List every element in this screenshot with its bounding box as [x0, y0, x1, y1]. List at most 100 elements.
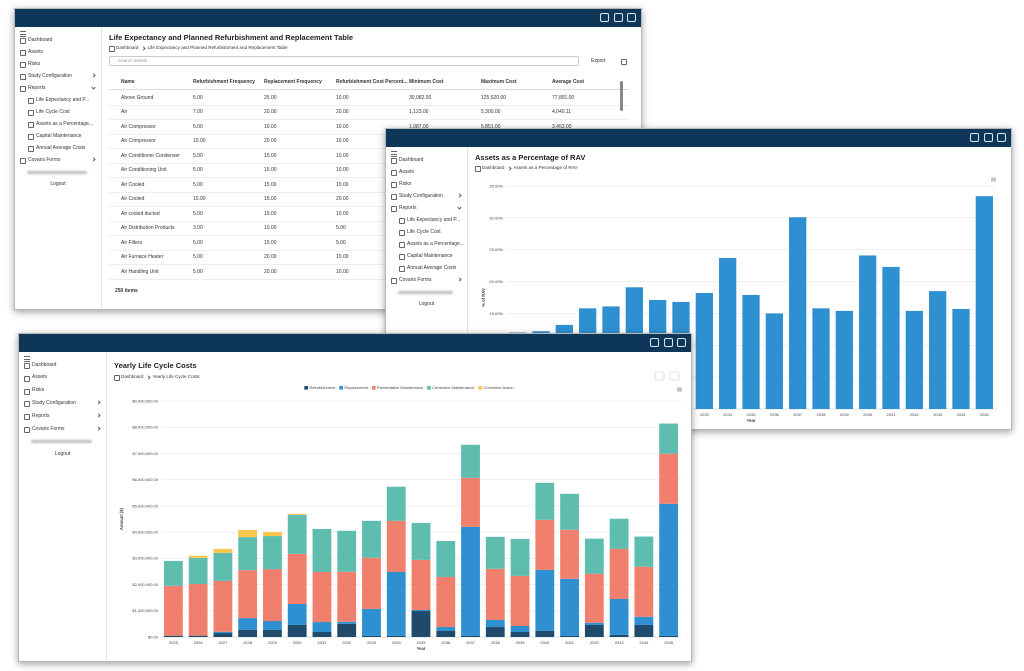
nav-sub-item[interactable]: Annual Average Costs [36, 144, 86, 151]
top-bar-button[interactable] [600, 13, 609, 22]
breadcrumb[interactable]: Assets as a Percentage of RAV [513, 164, 578, 170]
top-bar-button[interactable] [650, 338, 659, 347]
top-bar-button[interactable] [627, 13, 636, 22]
bar-segment [535, 519, 555, 570]
table-cell: 10.00 [193, 138, 206, 144]
export-button[interactable]: Export [591, 57, 606, 64]
table-cell: 5.00 [193, 239, 203, 246]
column-header[interactable]: Minimum Cost [409, 79, 444, 85]
search-box[interactable]: Search assets [109, 56, 579, 66]
table-row [109, 192, 629, 207]
bar [812, 308, 830, 409]
column-header[interactable]: Refurbishment Cost Percent... [336, 79, 408, 85]
table-footer: 250 items [115, 288, 138, 294]
column-header[interactable]: Refurbishment Frequency [193, 79, 255, 85]
bar-segment [609, 634, 629, 637]
bar [789, 217, 807, 409]
menu-toggle[interactable] [24, 356, 30, 362]
logout[interactable]: Logout [418, 300, 435, 307]
menu-toggle[interactable] [20, 31, 26, 37]
table-cell: 10.00 [336, 254, 349, 260]
top-bar-button[interactable] [984, 133, 993, 142]
table-cell: Air Filters [121, 239, 143, 246]
nav-icon [24, 363, 30, 369]
nav-chevron [91, 73, 96, 78]
bar-segment [659, 423, 679, 454]
x-tick-label: 2040 [540, 640, 550, 645]
breadcrumb[interactable]: Life Expectancy and Planned Refurbishmen… [147, 44, 288, 50]
breadcrumb[interactable]: Dashboard [482, 164, 505, 170]
nav-icon [28, 122, 34, 128]
nav-sub-item[interactable]: Life Cycle Cost [36, 108, 70, 115]
column-header[interactable]: Maximum Cost [481, 79, 517, 85]
nav-sub-item[interactable]: Annual Average Costs [407, 264, 457, 271]
nav-sub-item[interactable]: Assets as a Percentage... [36, 120, 93, 127]
column-header[interactable]: Average Cost [552, 79, 585, 85]
table-cell: 25.00 [264, 94, 277, 101]
nav-item[interactable]: Risks [28, 60, 41, 67]
nav-item[interactable]: Reports [28, 84, 46, 91]
table-row [109, 148, 629, 164]
breadcrumb[interactable]: Dashboard [121, 374, 144, 379]
top-bar-button[interactable] [997, 133, 1006, 142]
nav-sub-item[interactable]: Life Expectancy and P... [407, 216, 461, 223]
bar [929, 291, 947, 409]
column-header[interactable]: Name [121, 79, 135, 85]
table-cell: Air Conditioning Unit [121, 167, 167, 173]
nav-icon [391, 158, 397, 164]
search-placeholder: Search assets [118, 58, 148, 63]
logout[interactable]: Logout [54, 451, 71, 458]
table-row [109, 177, 629, 193]
bar-segment [337, 530, 357, 572]
nav-item[interactable]: Assets [32, 374, 48, 381]
x-tick-label: 2033 [367, 640, 377, 645]
nav-item[interactable]: Assets [399, 168, 415, 175]
nav-item[interactable]: Covaris Forms [28, 156, 61, 163]
bar [835, 310, 853, 409]
nav-sub-item[interactable]: Life Expectancy and P... [36, 96, 90, 103]
nav-item[interactable]: Covaris Forms [399, 276, 432, 283]
x-tick-label: 2034 [392, 640, 402, 645]
bar-segment [213, 548, 233, 553]
top-bar-button[interactable] [677, 338, 686, 347]
nav-item[interactable]: Reports [32, 412, 50, 419]
nav-item[interactable]: Covaris Forms [32, 425, 65, 432]
logout[interactable]: Logout [50, 180, 66, 187]
nav-item[interactable]: Study Configuration [32, 399, 76, 406]
bar-segment [461, 444, 480, 478]
bar-segment [510, 538, 530, 576]
nav-sub-item[interactable]: Life Cycle Cost [407, 228, 441, 235]
nav-item[interactable]: Study Configuration [28, 72, 72, 79]
nav-sub-item[interactable]: Capital Maintenance [407, 252, 453, 259]
menu-toggle[interactable] [391, 151, 397, 157]
table-cell: 1,123.00 [409, 109, 429, 115]
bar-segment [609, 598, 629, 635]
bar-segment [485, 627, 505, 637]
table-cell: 10.00 [336, 181, 349, 188]
nav-sub-item[interactable]: Capital Maintenance [36, 132, 82, 139]
nav-item[interactable]: Dashboard [399, 156, 424, 163]
breadcrumb[interactable]: Yearly Life Cycle Costs [152, 374, 200, 379]
top-bar-button[interactable] [664, 338, 673, 347]
settings-button[interactable] [621, 58, 627, 65]
nav-icon [391, 182, 397, 188]
nav-sub-item[interactable]: Assets as a Percentage... [407, 240, 464, 247]
nav-icon [24, 401, 30, 408]
table-cell: Air Furnace Heater [121, 254, 164, 260]
table-cell: 10.00 [193, 196, 206, 202]
nav-item[interactable]: Reports [399, 204, 417, 211]
table-cell: 10.00 [264, 225, 277, 231]
breadcrumb[interactable]: Dashboard [116, 44, 139, 50]
bar [882, 266, 900, 409]
nav-item[interactable]: Dashboard [28, 36, 53, 43]
x-tick-label: 2039 [840, 412, 850, 417]
top-bar-button[interactable] [970, 133, 979, 142]
nav-item[interactable]: Assets [28, 48, 44, 55]
nav-item[interactable]: Study Configuration [399, 192, 443, 199]
nav-item[interactable]: Risks [32, 387, 45, 394]
nav-item[interactable]: Risks [399, 180, 412, 187]
nav-item[interactable]: Dashboard [32, 361, 57, 368]
top-bar-button[interactable] [614, 13, 623, 22]
column-header[interactable]: Replacement Frequency [264, 79, 322, 85]
table-cell: 1,087.00 [409, 123, 429, 130]
